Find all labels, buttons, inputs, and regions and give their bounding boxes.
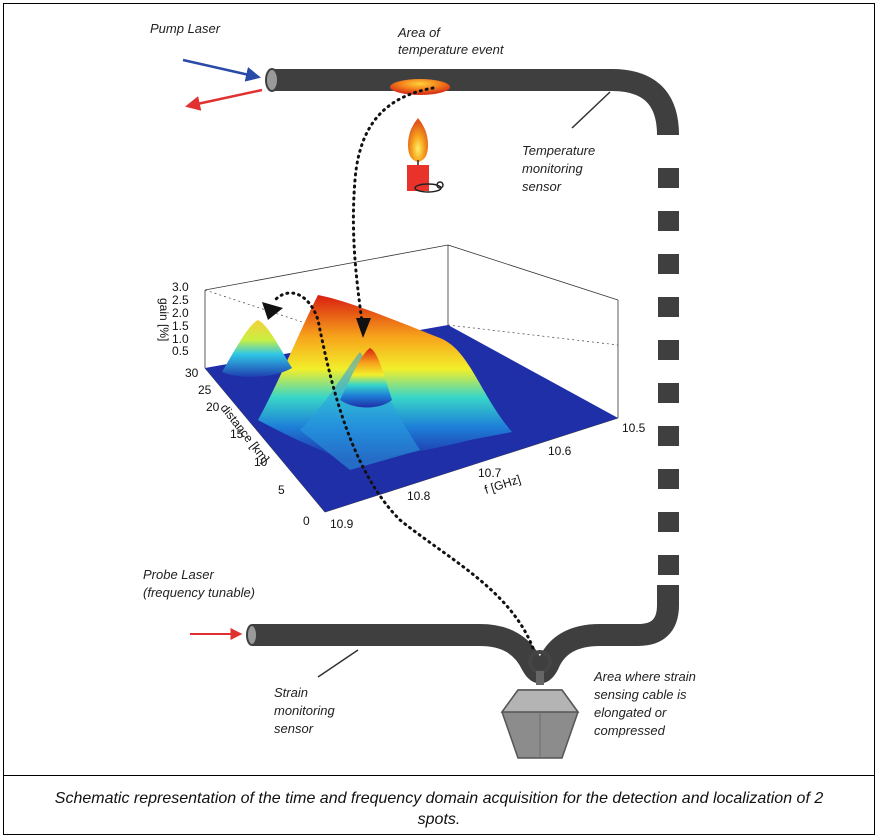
distance-tick: 20 [206, 400, 220, 414]
temperature-sensing-cable [265, 68, 679, 575]
backscatter-arrow [185, 88, 263, 111]
weight-icon [500, 650, 580, 759]
svg-text:sensor: sensor [274, 721, 314, 736]
svg-text:Area where strain: Area where strain [593, 669, 696, 684]
pump-laser-label: Pump Laser [150, 21, 221, 36]
temperature-event-label: Area of temperature event [397, 25, 505, 57]
gain-tick: 0.5 [172, 344, 189, 358]
candle-icon [407, 118, 444, 193]
gain-axis-ticks: 0.5 1.0 1.5 2.0 2.5 3.0 [172, 280, 189, 358]
frequency-axis-ticks: 10.5 10.6 10.7 10.8 10.9 [330, 421, 646, 531]
svg-text:temperature event: temperature event [398, 42, 505, 57]
svg-text:monitoring: monitoring [274, 703, 335, 718]
distance-tick: 15 [230, 427, 244, 441]
brillouin-gain-surface-plot: 0.5 1.0 1.5 2.0 2.5 3.0 gain [%] 0 5 10 … [157, 244, 646, 531]
svg-text:Strain: Strain [274, 685, 308, 700]
temperature-link-arrow [351, 86, 435, 332]
gain-axis-label: gain [%] [157, 298, 171, 341]
strain-link-arrow [273, 291, 535, 650]
gain-tick: 1.0 [172, 332, 189, 346]
svg-text:Area of: Area of [397, 25, 441, 40]
figure-frame [3, 3, 875, 835]
caption-box: Schematic representation of the time and… [3, 775, 875, 835]
gain-tick: 1.5 [172, 319, 189, 333]
svg-text:(frequency tunable): (frequency tunable) [143, 585, 255, 600]
gain-tick: 2.5 [172, 293, 189, 307]
distance-axis-ticks: 0 5 10 15 20 25 30 [185, 366, 310, 528]
schematic-diagram: 0.5 1.0 1.5 2.0 2.5 3.0 gain [%] 0 5 10 … [143, 21, 696, 759]
strain-sensor-label: Strain monitoring sensor [274, 685, 335, 736]
frequency-tick: 10.5 [622, 421, 646, 435]
distance-tick: 5 [278, 483, 285, 497]
svg-text:sensor: sensor [522, 179, 562, 194]
frequency-tick: 10.7 [478, 466, 502, 480]
svg-text:Temperature: Temperature [522, 143, 595, 158]
gain-tick: 2.0 [172, 306, 189, 320]
svg-text:monitoring: monitoring [522, 161, 583, 176]
temperature-hotspot [390, 79, 450, 95]
frequency-tick: 10.9 [330, 517, 354, 531]
svg-text:elongated or: elongated or [594, 705, 667, 720]
svg-text:Probe Laser: Probe Laser [143, 567, 214, 582]
distance-tick: 30 [185, 366, 199, 380]
pump-laser-arrow [182, 58, 261, 82]
distance-tick: 10 [254, 455, 268, 469]
strain-area-label: Area where strain sensing cable is elong… [593, 669, 696, 738]
frequency-tick: 10.6 [548, 444, 572, 458]
svg-text:compressed: compressed [594, 723, 666, 738]
strain-sensing-cable [246, 585, 679, 684]
probe-laser-label: Probe Laser (frequency tunable) [143, 567, 255, 600]
svg-text:sensing cable is: sensing cable is [594, 687, 687, 702]
distance-tick: 25 [198, 383, 212, 397]
gain-tick: 3.0 [172, 280, 189, 294]
frequency-tick: 10.8 [407, 489, 431, 503]
distance-tick: 0 [303, 514, 310, 528]
figure-caption: Schematic representation of the time and… [54, 790, 824, 828]
temperature-sensor-label: Temperature monitoring sensor [522, 143, 595, 194]
